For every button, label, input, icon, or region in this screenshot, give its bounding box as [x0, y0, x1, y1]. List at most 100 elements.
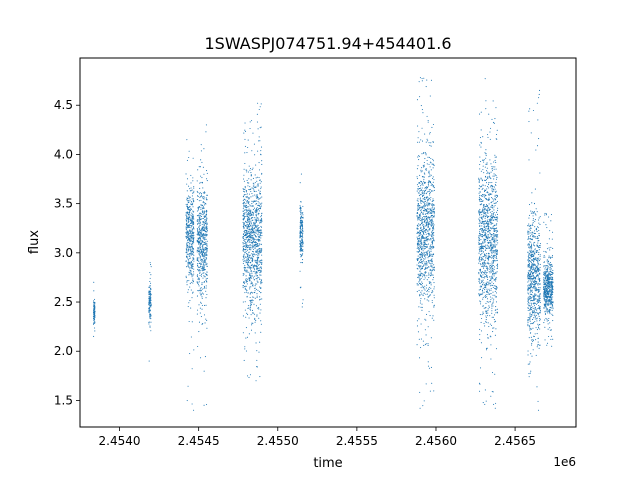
data-point [479, 286, 481, 288]
data-point [423, 233, 425, 235]
data-point [478, 243, 480, 245]
data-point [496, 196, 498, 199]
data-point [483, 262, 485, 264]
data-point [94, 303, 96, 305]
data-point [425, 263, 427, 265]
data-point [202, 206, 204, 208]
data-point [478, 211, 480, 213]
data-point [482, 305, 484, 307]
data-point [247, 236, 249, 238]
data-point [485, 179, 488, 181]
data-point [190, 307, 192, 309]
data-point [432, 221, 434, 223]
data-point [256, 296, 258, 298]
data-point [485, 246, 487, 248]
data-point [190, 263, 192, 265]
data-point [93, 318, 95, 321]
data-point [202, 226, 204, 228]
data-point [261, 235, 263, 237]
data-point [252, 240, 255, 242]
data-point [496, 200, 499, 203]
data-point [495, 241, 497, 243]
data-point [416, 99, 419, 101]
data-point [478, 249, 480, 251]
data-point [416, 247, 418, 249]
data-point [252, 195, 254, 197]
data-point [418, 338, 420, 340]
data-point [201, 249, 203, 251]
data-point [93, 335, 95, 338]
data-point [206, 194, 208, 196]
data-point [528, 233, 530, 235]
data-point [203, 241, 205, 244]
data-point [538, 93, 540, 96]
data-point [428, 204, 430, 206]
data-point [203, 314, 206, 316]
data-point [427, 257, 429, 259]
data-point [206, 274, 208, 276]
data-point [203, 239, 205, 241]
data-point [188, 200, 190, 202]
data-point [486, 284, 488, 286]
data-point [191, 266, 193, 268]
data-point [201, 270, 203, 272]
data-point [487, 186, 489, 188]
data-point [149, 317, 151, 319]
data-point [191, 201, 193, 203]
data-point [259, 303, 261, 305]
data-point [148, 295, 150, 297]
data-point [206, 258, 208, 260]
data-point [249, 121, 251, 123]
data-point [484, 254, 486, 256]
data-point [186, 236, 188, 238]
data-point [491, 210, 493, 213]
data-point [186, 399, 188, 402]
data-point [527, 236, 530, 238]
data-point [492, 226, 494, 228]
data-point [199, 244, 201, 246]
data-point [261, 172, 263, 174]
data-point [242, 281, 245, 284]
data-point [489, 208, 491, 210]
data-point [425, 287, 427, 289]
data-point [246, 211, 248, 213]
data-point [426, 115, 428, 117]
data-point [258, 227, 260, 229]
data-point [247, 314, 249, 316]
data-point [421, 170, 423, 172]
data-point [418, 187, 420, 190]
data-point [197, 266, 199, 268]
data-point [496, 209, 499, 211]
data-point [418, 205, 420, 207]
data-point [186, 253, 188, 256]
data-point [190, 218, 192, 220]
data-point [257, 183, 259, 185]
data-point [196, 257, 198, 259]
data-point [486, 210, 488, 212]
data-point [495, 312, 497, 314]
data-point [485, 214, 487, 216]
data-point [492, 305, 494, 307]
data-point [193, 251, 195, 253]
data-point [426, 191, 429, 193]
data-point [257, 240, 259, 242]
data-point [424, 344, 426, 346]
data-point [255, 305, 258, 307]
data-point [420, 201, 422, 203]
data-point [432, 222, 434, 224]
data-point [416, 227, 418, 229]
data-point [529, 232, 531, 234]
data-point [253, 190, 255, 192]
data-point [430, 272, 432, 274]
data-point [421, 78, 423, 80]
data-point [495, 238, 497, 240]
data-point [189, 273, 191, 275]
data-point [257, 176, 259, 178]
data-point [419, 284, 421, 286]
data-point [479, 199, 481, 201]
data-point [196, 259, 198, 261]
data-point [492, 300, 494, 302]
data-point [488, 194, 490, 196]
data-point [199, 269, 201, 271]
data-point [94, 330, 96, 332]
